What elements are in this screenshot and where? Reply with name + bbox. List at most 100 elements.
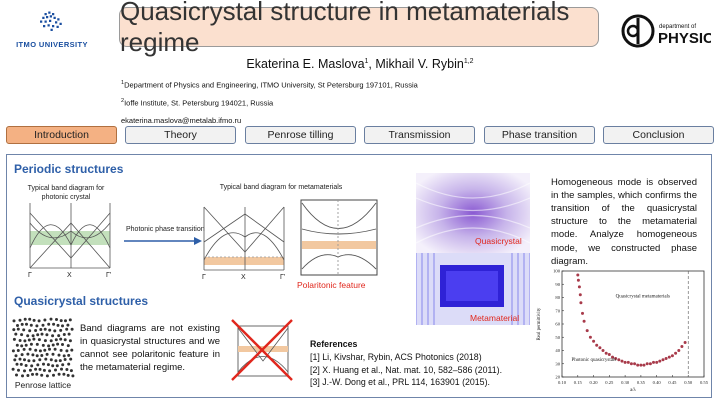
data-point — [576, 273, 580, 277]
polaritonic-zoom — [300, 199, 378, 276]
data-point — [607, 353, 611, 356]
meta-tick-gamma-prime: Γ' — [280, 274, 285, 280]
lattice-site — [34, 329, 38, 332]
x-axis-label: a/λ — [630, 388, 636, 393]
lattice-site — [14, 332, 18, 336]
lattice-site — [31, 372, 34, 376]
data-point — [581, 311, 584, 315]
y-tick-label: 100 — [553, 269, 561, 274]
data-point — [582, 319, 586, 323]
lattice-site — [51, 343, 55, 347]
photonic-label: Typical band diagram for photonic crysta… — [27, 185, 105, 201]
lattice-site — [42, 368, 46, 372]
lattice-site — [44, 357, 48, 361]
lattice-site — [15, 343, 19, 347]
lattice-site — [43, 339, 47, 343]
tab-conclusion[interactable]: Conclusion — [603, 126, 714, 144]
data-point — [677, 349, 681, 352]
physics-logo-big: PHYSICS — [658, 30, 711, 47]
lattice-site — [60, 367, 63, 371]
lattice-site — [52, 373, 55, 377]
y-tick-label: 60 — [555, 322, 560, 327]
lattice-site — [35, 372, 39, 376]
lattice-site — [36, 333, 40, 337]
lattice-site — [20, 353, 24, 357]
lattice-site — [35, 354, 39, 358]
tab-phase-transition[interactable]: Phase transition — [484, 126, 595, 144]
data-point — [620, 359, 624, 363]
lattice-site — [48, 369, 52, 373]
meta-label: Typical band diagram for metamaterials — [219, 184, 343, 191]
meta-band-diagram: Γ X Γ' — [202, 206, 285, 280]
lattice-site — [16, 349, 20, 352]
polaritonic-label: Polaritonic feature — [297, 280, 366, 290]
email[interactable]: ekaterina.maslova@metalab.ifmo.ru — [121, 116, 242, 125]
tab-transmission[interactable]: Transmission — [364, 126, 475, 144]
lattice-site — [32, 359, 36, 363]
lattice-site — [12, 328, 16, 332]
lattice-site — [58, 359, 62, 363]
data-point — [578, 293, 582, 297]
lattice-site — [67, 332, 71, 336]
references-heading: References — [310, 339, 358, 349]
lattice-site — [70, 327, 74, 331]
x-tick-label: 0.35 — [637, 380, 646, 385]
data-point — [674, 351, 678, 355]
lattice-site — [48, 328, 52, 332]
lattice-site — [68, 339, 72, 343]
lattice-site — [67, 362, 71, 366]
tab-introduction[interactable]: Introduction — [6, 126, 117, 144]
data-point — [588, 335, 592, 339]
meta-tick-x: X — [241, 274, 246, 280]
data-point — [683, 341, 687, 344]
lattice-site — [19, 362, 23, 366]
tick-x: X — [67, 272, 72, 278]
lattice-site — [49, 317, 53, 321]
data-point — [667, 355, 671, 359]
lattice-site — [32, 318, 36, 322]
data-point — [623, 360, 627, 364]
annotation-quasicrystal-metamaterials: Quasicrystal metamaterials — [616, 295, 670, 300]
lattice-site — [41, 323, 45, 327]
plot-frame — [561, 270, 705, 378]
lattice-site — [49, 358, 53, 362]
lattice-site — [57, 372, 61, 376]
lattice-site — [71, 374, 75, 378]
x-tick-label: 0.55 — [700, 380, 709, 385]
lattice-site — [17, 368, 20, 372]
lattice-site — [16, 327, 20, 331]
data-point — [601, 349, 605, 352]
x-tick-label: 0.50 — [684, 380, 693, 385]
data-point — [614, 357, 618, 360]
lattice-site — [35, 342, 39, 346]
content-panel — [6, 154, 712, 398]
lattice-site — [43, 348, 47, 352]
data-point — [604, 351, 608, 355]
lattice-site — [70, 348, 74, 352]
tab-penrose-tilling[interactable]: Penrose tilling — [245, 126, 356, 144]
lattice-site — [38, 367, 42, 371]
data-point — [639, 363, 643, 367]
data-point — [658, 359, 662, 363]
lattice-site — [62, 372, 66, 376]
lattice-site — [47, 344, 51, 348]
lattice-site — [40, 354, 44, 357]
data-point — [585, 329, 589, 333]
lattice-site — [59, 348, 63, 352]
lattice-site — [25, 322, 28, 326]
x-tick-label: 0.10 — [558, 380, 567, 385]
penrose-lattice-image — [11, 317, 75, 378]
lattice-site — [26, 334, 30, 338]
lattice-site — [24, 364, 28, 367]
tab-theory[interactable]: Theory — [125, 126, 236, 144]
lattice-site — [45, 374, 49, 378]
lattice-site — [28, 347, 32, 351]
lattice-site — [61, 324, 64, 328]
phase-text: Homogeneous mode is observed in the samp… — [551, 177, 697, 267]
lattice-site — [53, 329, 57, 333]
lattice-site — [66, 373, 70, 377]
data-point — [648, 362, 652, 366]
crossed-band-diagram — [231, 319, 293, 381]
lattice-site — [51, 364, 55, 368]
x-tick-label: 0.25 — [605, 380, 614, 385]
